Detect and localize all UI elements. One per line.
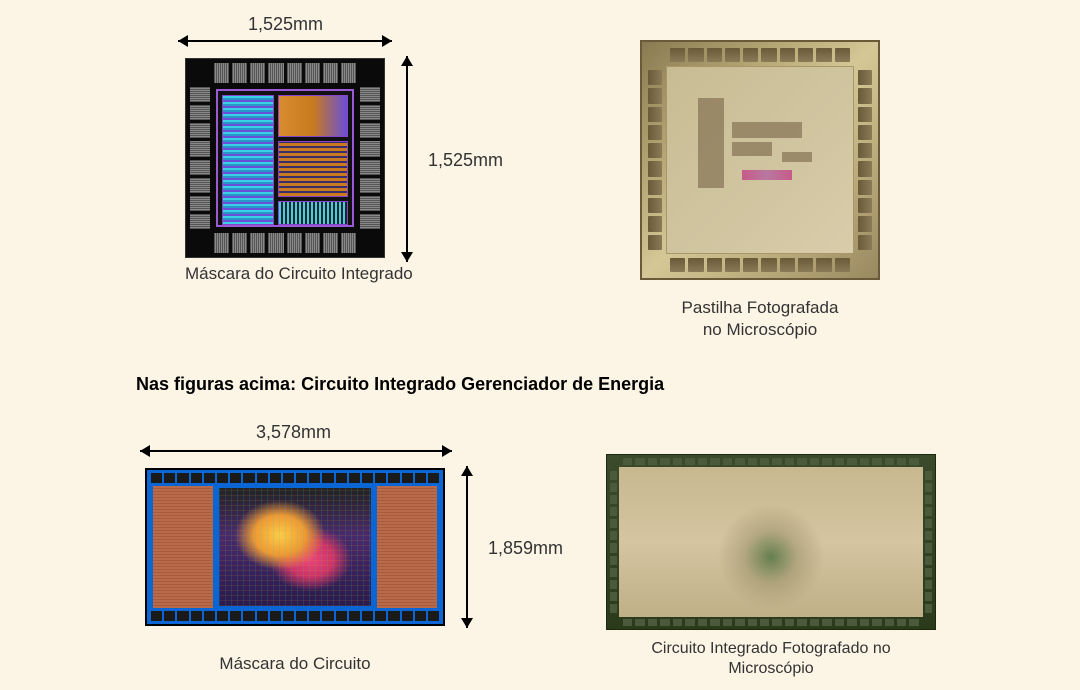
- dim-label-width-tl: 1,525mm: [248, 14, 323, 35]
- dim-label-height-bl: 1,859mm: [488, 538, 563, 559]
- ic-mask-square: [185, 58, 385, 258]
- caption-bottom-right-l1: Circuito Integrado Fotografado no: [606, 640, 936, 658]
- dim-label-height-tl: 1,525mm: [428, 150, 503, 171]
- caption-top-right-l1: Pastilha Fotografada: [640, 298, 880, 318]
- caption-top-left: Máscara do Circuito Integrado: [185, 264, 413, 284]
- die-photo-rect: [606, 454, 936, 630]
- dim-arrow-horizontal-bl: [140, 450, 452, 452]
- caption-bottom-right-l2: Microscópio: [606, 660, 936, 678]
- dim-label-width-bl: 3,578mm: [256, 422, 331, 443]
- ic-mask-rect: [145, 468, 445, 626]
- section-title: Nas figuras acima: Circuito Integrado Ge…: [136, 374, 664, 395]
- figure-bottom-left-mask: Máscara do Circuito: [145, 468, 445, 674]
- figure-top-right-photo: Pastilha Fotografada no Microscópio: [640, 40, 880, 340]
- caption-top-right-l2: no Microscópio: [640, 320, 880, 340]
- caption-bottom-left: Máscara do Circuito: [145, 654, 445, 674]
- dim-arrow-vertical: [406, 56, 408, 262]
- dim-arrow-horizontal: [178, 40, 392, 42]
- dim-arrow-vertical-bl: [466, 466, 468, 628]
- figure-bottom-right-photo: Circuito Integrado Fotografado no Micros…: [606, 454, 936, 678]
- die-photo-square: [640, 40, 880, 280]
- figure-top-left-mask: Máscara do Circuito Integrado: [185, 58, 413, 284]
